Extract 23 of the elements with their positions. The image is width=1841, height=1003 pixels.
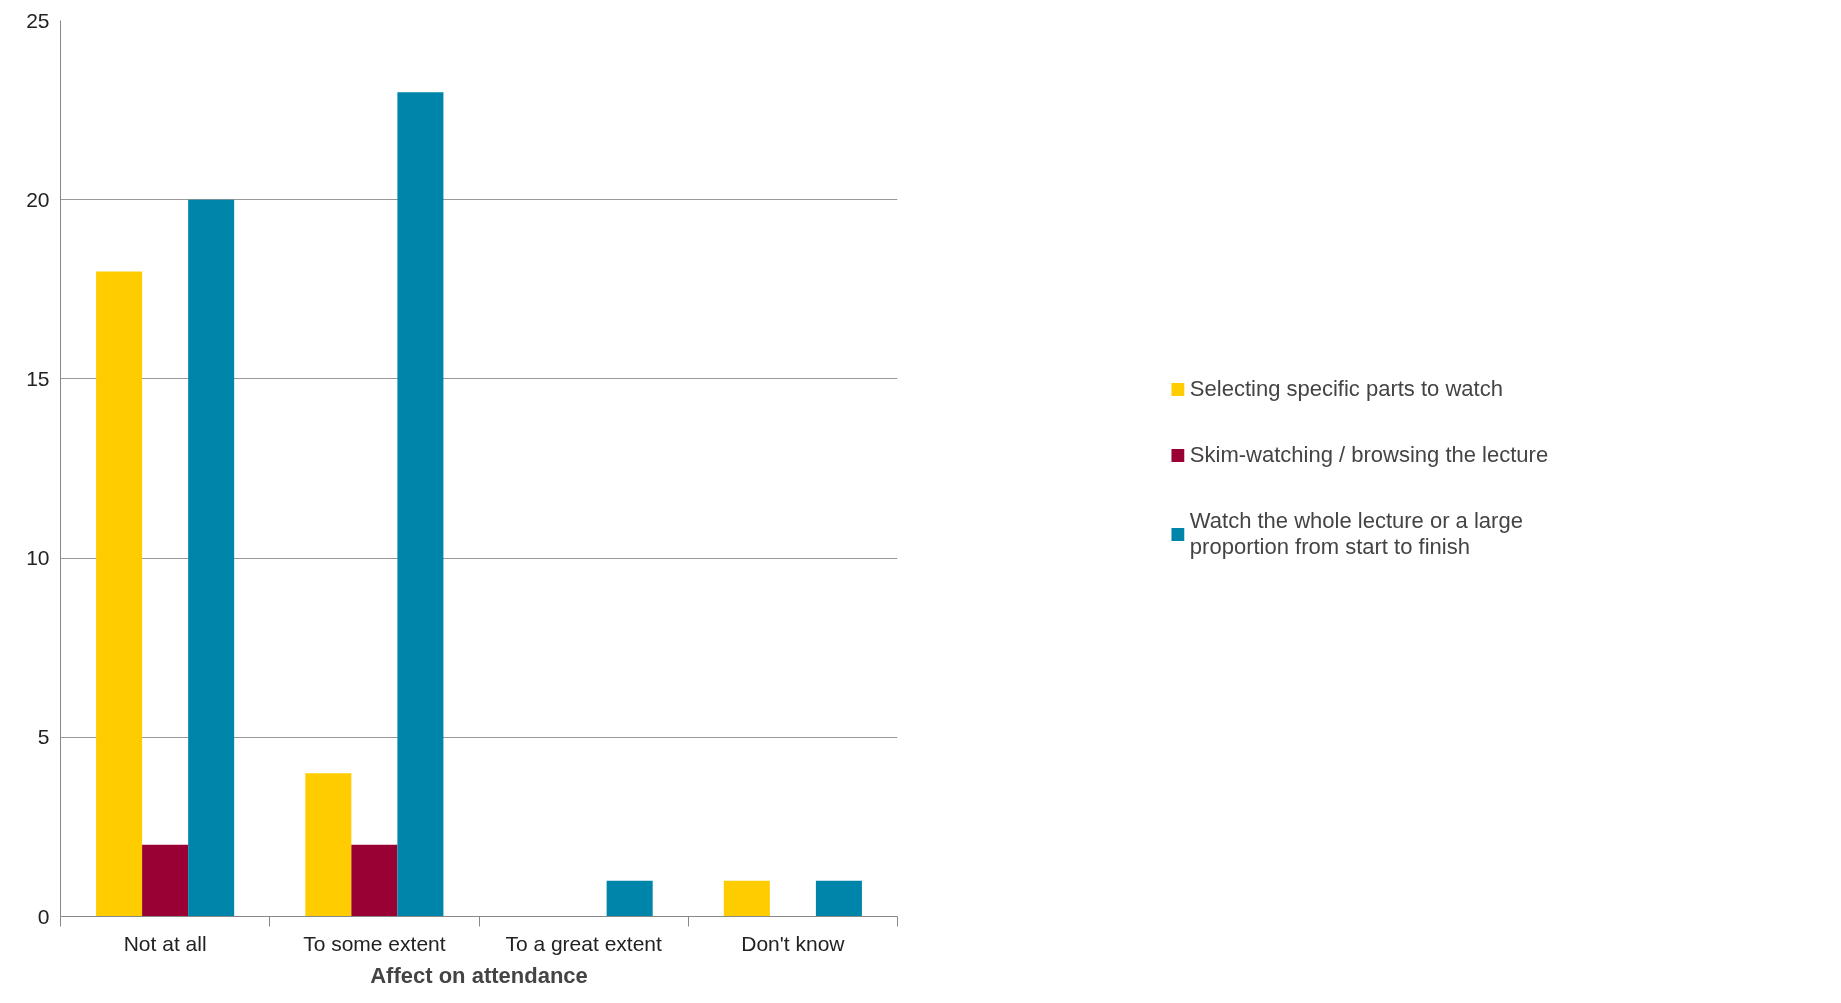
x-tick-label: Don't know [741, 931, 846, 955]
bar [188, 199, 235, 917]
x-tick-label: Not at all [123, 931, 207, 955]
bar [606, 880, 653, 917]
y-tick-label: 20 [26, 187, 50, 211]
bar [397, 92, 444, 917]
y-tick-label: 25 [26, 8, 50, 32]
x-tick-label: To some extent [303, 931, 446, 955]
y-tick-label: 15 [26, 366, 50, 390]
legend-label: Selecting specific parts to watch [1189, 376, 1503, 402]
bar [723, 880, 770, 917]
bar [815, 880, 862, 917]
y-tick-label: 5 [37, 725, 50, 749]
legend-label: Watch the whole lecture or a large proportion from start to finish [1189, 508, 1523, 560]
y-tick-label: 0 [37, 904, 50, 928]
bar [96, 271, 143, 917]
bar [142, 844, 189, 917]
bar [305, 773, 352, 917]
y-tick-label: 10 [26, 546, 50, 570]
bar [351, 844, 398, 917]
legend-label: Skim-watching / browsing the lecture [1189, 442, 1549, 468]
x-axis-title: Affect on attendance [370, 962, 588, 988]
x-tick-label: To a great extent [505, 931, 663, 955]
